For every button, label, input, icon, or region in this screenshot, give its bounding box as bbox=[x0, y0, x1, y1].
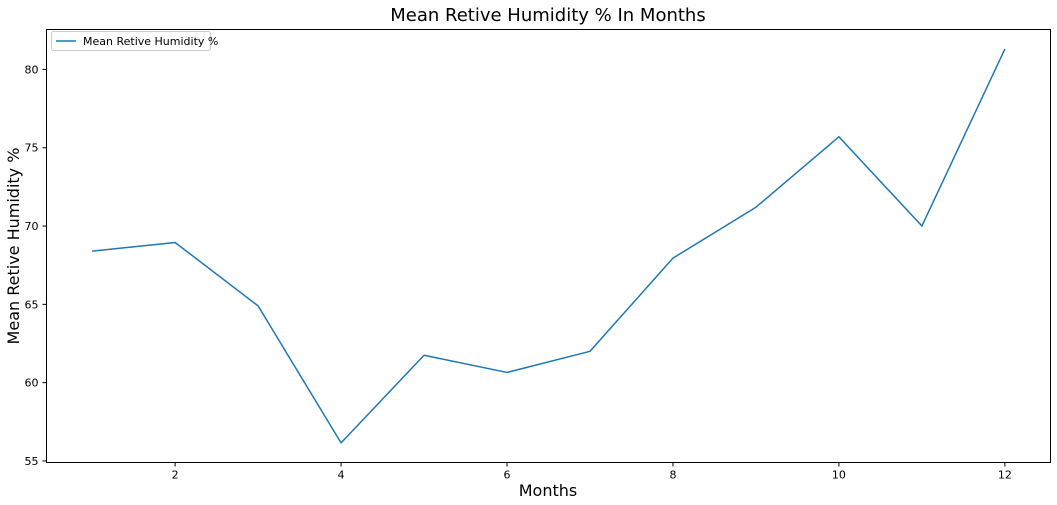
x-axis-label: Months bbox=[519, 481, 577, 500]
x-tick-label: 6 bbox=[504, 469, 511, 482]
y-tick-label: 80 bbox=[25, 63, 39, 76]
x-tick-label: 10 bbox=[832, 469, 846, 482]
plot-area bbox=[46, 29, 1051, 463]
x-tick-label: 2 bbox=[172, 469, 179, 482]
x-tick-label: 4 bbox=[338, 469, 345, 482]
x-axis: 2 4 6 8 10 12 bbox=[172, 462, 1012, 482]
x-tick-label: 12 bbox=[998, 469, 1012, 482]
y-tick-label: 70 bbox=[25, 220, 39, 233]
y-axis-label: Mean Retive Humidity % bbox=[4, 148, 23, 345]
legend-label: Mean Retive Humidity % bbox=[83, 35, 218, 48]
x-tick-label: 8 bbox=[669, 469, 676, 482]
chart-title: Mean Retive Humidity % In Months bbox=[390, 5, 705, 26]
legend: Mean Retive Humidity % bbox=[51, 31, 218, 51]
series-line bbox=[92, 48, 1006, 444]
series-layer bbox=[92, 48, 1006, 444]
legend-box bbox=[51, 31, 211, 51]
y-axis: 55 60 65 70 75 80 bbox=[25, 63, 47, 468]
plot-border bbox=[46, 29, 1051, 463]
y-tick-label: 75 bbox=[25, 142, 39, 155]
y-tick-label: 65 bbox=[25, 298, 39, 311]
y-tick-label: 60 bbox=[25, 377, 39, 390]
y-tick-label: 55 bbox=[25, 455, 39, 468]
